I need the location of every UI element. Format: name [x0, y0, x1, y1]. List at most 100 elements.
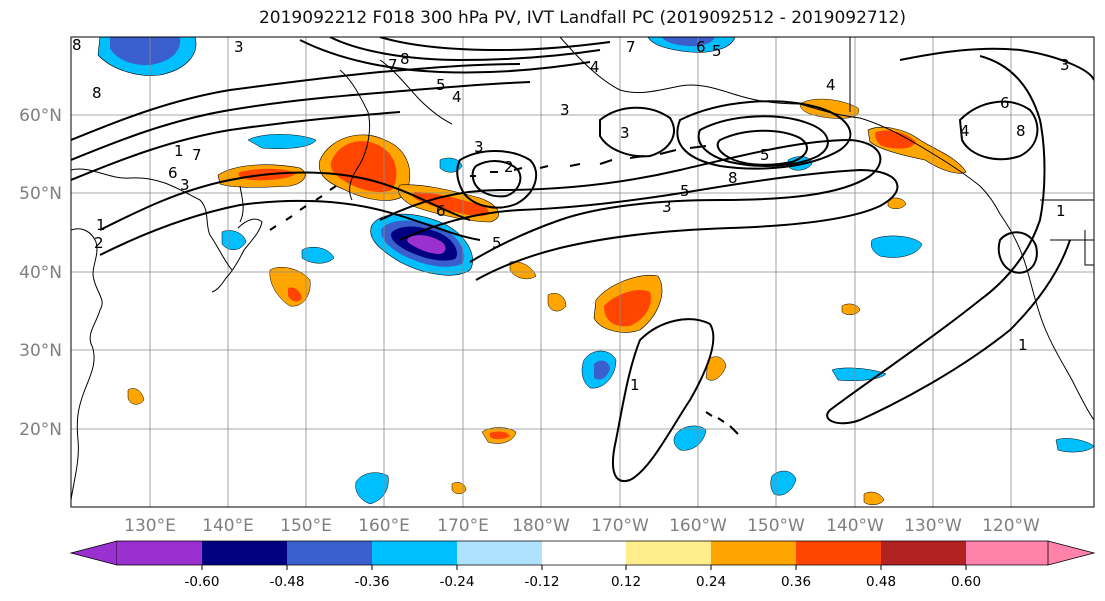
colorbar-tick-label: -0.36 [355, 574, 390, 590]
contour-label: 7 [388, 56, 398, 74]
fill-orange-25n-3 [705, 356, 727, 381]
contour-label: 6 [168, 164, 178, 182]
contour-label: 3 [620, 124, 630, 142]
pv-anomaly-fills [97, 37, 1094, 505]
colorbar-ticks [201, 565, 967, 570]
lon-label-130e: 130°E [124, 516, 176, 536]
contour-label: 7 [626, 38, 636, 56]
latitude-axis: 60°N 50°N 40°N 30°N 20°N [19, 106, 62, 440]
fill-blue-140w [871, 235, 923, 258]
colorbar-segment-1 [117, 541, 202, 565]
colorbar-extend-low [69, 540, 118, 566]
contour-label: 2 [94, 234, 104, 252]
lon-label-170w: 170°W [591, 516, 649, 536]
fill-orange-25n-6 [451, 482, 467, 494]
contour-label: 8 [728, 169, 738, 187]
fill-blue-20n-4 [831, 367, 887, 381]
fill-red-25n-1 [490, 431, 510, 440]
contour-label: 1 [174, 142, 184, 160]
contour-label: 8 [400, 50, 410, 68]
fill-blue-top-core [662, 37, 715, 47]
contour-label: 3 [180, 176, 190, 194]
lon-label-130w: 130°W [904, 516, 962, 536]
contour-label: 4 [960, 122, 970, 140]
contour-label: 4 [590, 58, 600, 76]
contour-label: 6 [1000, 94, 1010, 112]
contour-label: 4 [826, 76, 836, 94]
fill-blue-20n-2 [770, 470, 797, 496]
colorbar-segment-6 [542, 541, 626, 565]
lon-label-160w: 160°W [669, 516, 727, 536]
coastlines [71, 37, 1094, 501]
lon-label-180w: 180°W [512, 516, 570, 536]
colorbar-tick-label: -0.60 [185, 574, 220, 590]
colorbar-tick-label: 0.12 [611, 574, 641, 590]
colorbar-tick-label: -0.12 [525, 574, 560, 590]
lat-label-30n: 30°N [19, 341, 62, 361]
chart-title: 2019092212 F018 300 hPa PV, IVT Landfall… [258, 8, 906, 28]
fill-blue-okhotsk [247, 134, 317, 149]
contour-label: 7 [192, 146, 202, 164]
contour-label: 5 [492, 234, 502, 252]
contour-label: 1 [630, 376, 640, 394]
lon-label-140e: 140°E [202, 516, 254, 536]
contour-label: 1 [1056, 202, 1066, 220]
colorbar-tick-label: 0.24 [696, 574, 726, 590]
fill-orange-25n-2 [127, 388, 145, 405]
colorbar-segment-8 [711, 541, 796, 565]
lat-label-50n: 50°N [19, 184, 62, 204]
fill-orange-25n-4 [841, 303, 861, 315]
contour-label: 6 [696, 38, 706, 56]
colorbar-segment-5 [457, 541, 542, 565]
fill-midblue-165w [594, 360, 610, 380]
lon-label-120w: 120°W [982, 516, 1040, 536]
fill-red-150e [288, 287, 302, 302]
colorbar-segment-11 [966, 541, 1048, 565]
contour-label: 4 [452, 88, 462, 106]
fill-orange-180 [509, 261, 537, 280]
colorbar-segment-10 [881, 541, 966, 565]
fill-red-gulf-alaska [875, 130, 916, 149]
map-content: 8 8 1 7 6 3 1 2 7 8 5 4 3 3 3 2 6 5 7 6 … [71, 36, 1094, 507]
fill-blue-20n-3 [355, 472, 389, 505]
colorbar-extend-high [1047, 540, 1096, 566]
colorbar: -0.60 -0.48 -0.36 -0.24 -0.12 0.12 0.24 … [69, 540, 1096, 590]
colorbar-tick-label: 0.60 [951, 574, 981, 590]
contour-label: 3 [560, 101, 570, 119]
lon-label-150e: 150°E [280, 516, 332, 536]
colorbar-tick-label: 0.48 [866, 574, 896, 590]
colorbar-tick-label: -0.24 [440, 574, 475, 590]
contour-label: 1 [1018, 336, 1028, 354]
fill-purple-east-japan [407, 235, 446, 254]
fill-orange-140w [887, 197, 907, 209]
fill-red-kamchatka-south [412, 192, 489, 217]
fill-orange-25n-5 [863, 491, 885, 505]
colorbar-segment-9 [796, 541, 881, 565]
lon-label-150w: 150°W [747, 516, 805, 536]
contour-label: 8 [92, 84, 102, 102]
contour-label: 6 [436, 202, 446, 220]
contour-label: 5 [760, 146, 770, 164]
contour-label: 8 [1016, 122, 1026, 140]
lon-label-170e: 170°E [437, 516, 489, 536]
map-frame [70, 36, 1095, 508]
contour-labels: 8 8 1 7 6 3 1 2 7 8 5 4 3 3 3 2 6 5 7 6 … [72, 36, 1070, 394]
fill-blue-small-3 [301, 247, 335, 264]
lat-label-60n: 60°N [19, 106, 62, 126]
lat-label-40n: 40°N [19, 263, 62, 283]
contour-label: 5 [680, 182, 690, 200]
colorbar-segment-7 [626, 541, 711, 565]
colorbar-tick-label: 0.36 [781, 574, 811, 590]
contour-label: 1 [96, 216, 106, 234]
contour-label: 2 [504, 158, 514, 176]
contour-label: 3 [234, 38, 244, 56]
lat-label-20n: 20°N [19, 420, 62, 440]
contour-label: 3 [474, 138, 484, 156]
fill-orange-175w [547, 292, 567, 312]
contour-label: 8 [72, 36, 82, 54]
contour-label: 5 [712, 42, 722, 60]
contour-label: 3 [662, 198, 672, 216]
fill-red-kamchatka [330, 141, 397, 193]
ivt-contours [71, 37, 1094, 483]
